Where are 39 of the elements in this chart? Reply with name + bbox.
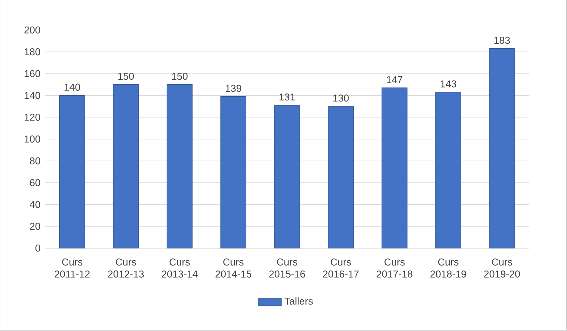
bar (59, 95, 86, 249)
y-tick-label: 180 (24, 48, 40, 56)
bar (220, 96, 247, 249)
x-tick-label: Curs 2014-15 (216, 258, 252, 278)
bar (328, 106, 354, 249)
y-tick-label: 160 (24, 70, 40, 78)
y-tick-label: 120 (24, 114, 40, 121)
bar (166, 84, 193, 249)
x-tick-label: Curs 2011-12 (54, 258, 90, 278)
x-tick-label: Curs 2019-20 (484, 258, 520, 278)
data-label: 183 (494, 36, 510, 44)
y-tick-label: 100 (24, 136, 40, 143)
data-label: 150 (118, 72, 134, 80)
data-label: 147 (387, 76, 403, 84)
data-label: 150 (172, 72, 188, 80)
bar (274, 105, 300, 249)
x-tick-label: Curs 2015-16 (269, 258, 306, 278)
bar (436, 92, 462, 249)
x-tick-label: Curs 2013-14 (162, 258, 198, 278)
x-tick-label: Curs 2018-19 (430, 258, 466, 278)
y-tick-label: 60 (30, 179, 40, 186)
bar (113, 84, 140, 249)
x-tick-label: Curs 2016-17 (323, 258, 359, 278)
y-tick-label: 140 (24, 92, 40, 100)
data-label: 130 (333, 94, 349, 102)
y-tick-label: 80 (30, 157, 40, 165)
legend-label: Tallers (284, 297, 314, 305)
y-tick-label: 40 (30, 201, 40, 208)
y-tick-label: 0 (36, 244, 40, 252)
data-label: 143 (440, 80, 456, 88)
x-tick-label: Curs 2017-18 (376, 258, 413, 278)
x-tick-label: Curs 2012-13 (108, 258, 144, 278)
bar (489, 48, 516, 249)
data-label: 140 (64, 84, 80, 91)
y-tick-label: 20 (30, 222, 40, 230)
y-tick-label: 200 (24, 26, 40, 34)
bar (382, 88, 408, 249)
data-label: 131 (280, 94, 296, 101)
data-label: 139 (226, 84, 242, 92)
